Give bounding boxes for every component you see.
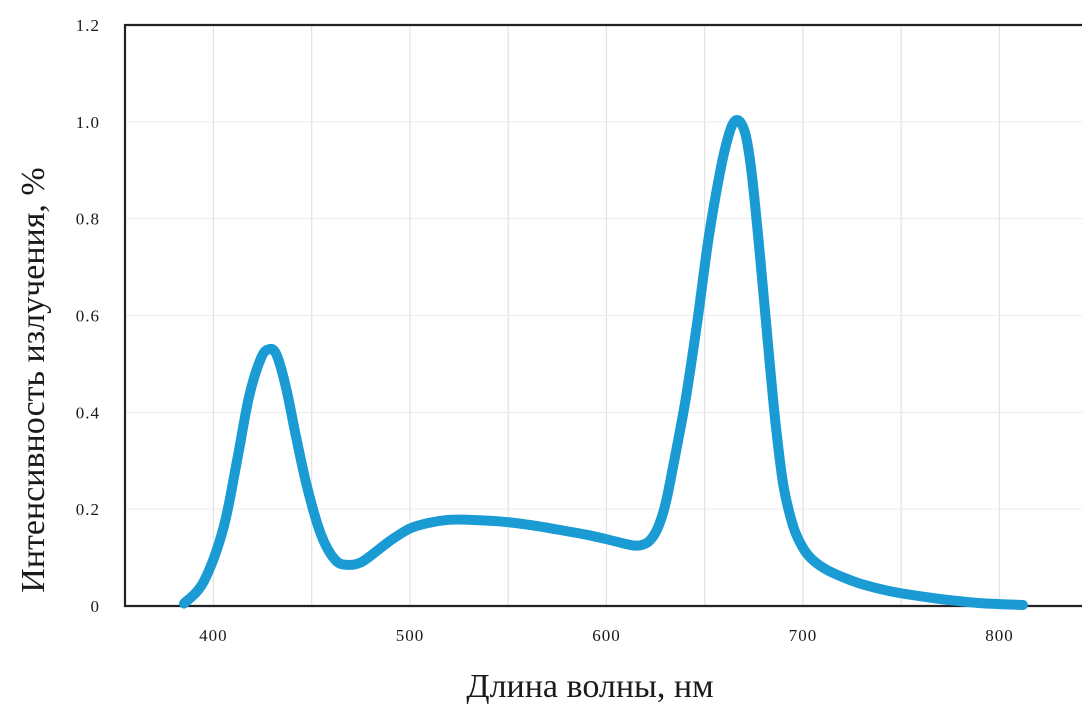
y-tick-label: 0.4 [76,403,100,422]
spectrum-series-line [179,115,1028,610]
y-axis-title: Интенсивность излучения, % [15,167,52,592]
grid [125,24,1082,606]
y-tick-label: 1.0 [76,113,100,132]
y-tick-label: 0.2 [76,500,100,519]
x-tick-label: 700 [789,626,818,645]
x-tick-label: 800 [985,626,1014,645]
axes [123,23,1082,608]
tick-labels: 400 500 600 700 800 0 0.2 0.4 0.6 0.8 1.0 1.2 [76,16,1014,645]
y-tick-label: 0.6 [76,307,100,326]
x-axis-title: Длина волны, нм [466,668,713,704]
y-tick-label: 0.8 [76,210,100,229]
y-tick-label: 1.2 [76,16,100,35]
series-layer [179,115,1028,610]
y-tick-label: 0 [91,597,101,616]
x-tick-label: 600 [592,626,621,645]
x-tick-label: 500 [396,626,425,645]
x-tick-label: 400 [199,626,228,645]
